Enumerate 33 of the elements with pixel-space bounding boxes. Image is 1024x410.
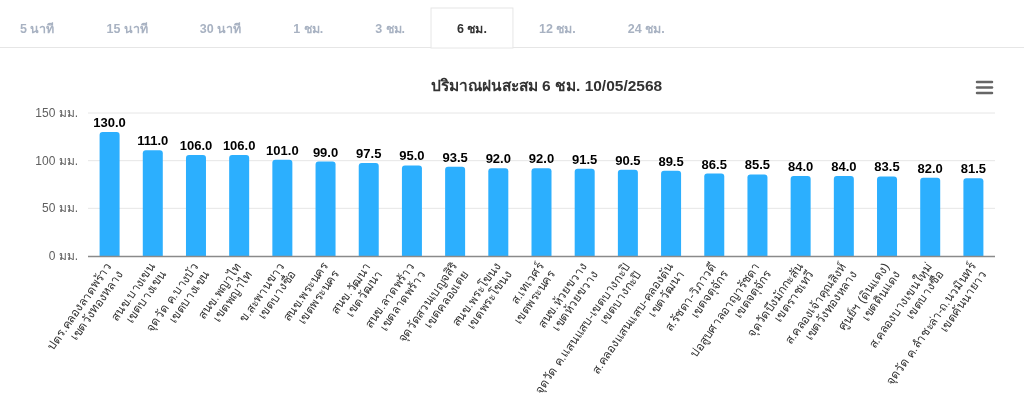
tab-label: 24 ชม. <box>627 22 665 36</box>
data-label: 101.0 <box>266 142 299 158</box>
data-label: 93.5 <box>442 149 468 165</box>
data-label: 97.5 <box>356 146 382 162</box>
data-label: 83.5 <box>874 159 900 175</box>
data-label: 91.5 <box>572 151 598 167</box>
y-tick-label: 50 มม. <box>41 201 78 216</box>
data-label: 84.0 <box>787 158 814 174</box>
y-tick-label: 100 มม. <box>35 153 78 168</box>
data-label: 130.0 <box>93 115 126 131</box>
data-label: 106.0 <box>222 137 256 153</box>
data-label: 95.0 <box>399 148 425 164</box>
data-label: 90.5 <box>615 152 641 168</box>
tab-label: 3 ชม. <box>375 22 406 36</box>
tab-label: 1 ชม. <box>293 22 324 36</box>
data-label: 111.0 <box>137 133 169 149</box>
data-label: 92.0 <box>528 151 555 167</box>
data-label: 89.5 <box>658 153 684 169</box>
tab-label: 30 นาที <box>199 22 242 36</box>
chart-title: ปริมาณฝนสะสม 6 ชม. 10/05/2568 <box>430 77 663 94</box>
y-tick-label: 150 มม. <box>35 106 78 120</box>
data-label: 81.5 <box>960 161 987 177</box>
tab-label: 15 นาที <box>106 22 148 36</box>
data-label: 85.5 <box>744 157 771 173</box>
data-label: 86.5 <box>701 156 727 172</box>
data-label: 82.0 <box>917 160 943 176</box>
tab-label: 5 นาที <box>20 22 55 36</box>
data-label: 92.0 <box>485 151 511 167</box>
data-label: 106.0 <box>179 137 213 153</box>
y-tick-label: 0 มม. <box>48 249 78 263</box>
tab-label: 12 ชม. <box>538 22 576 36</box>
data-label: 84.0 <box>831 158 857 174</box>
data-label: 99.0 <box>312 144 339 160</box>
